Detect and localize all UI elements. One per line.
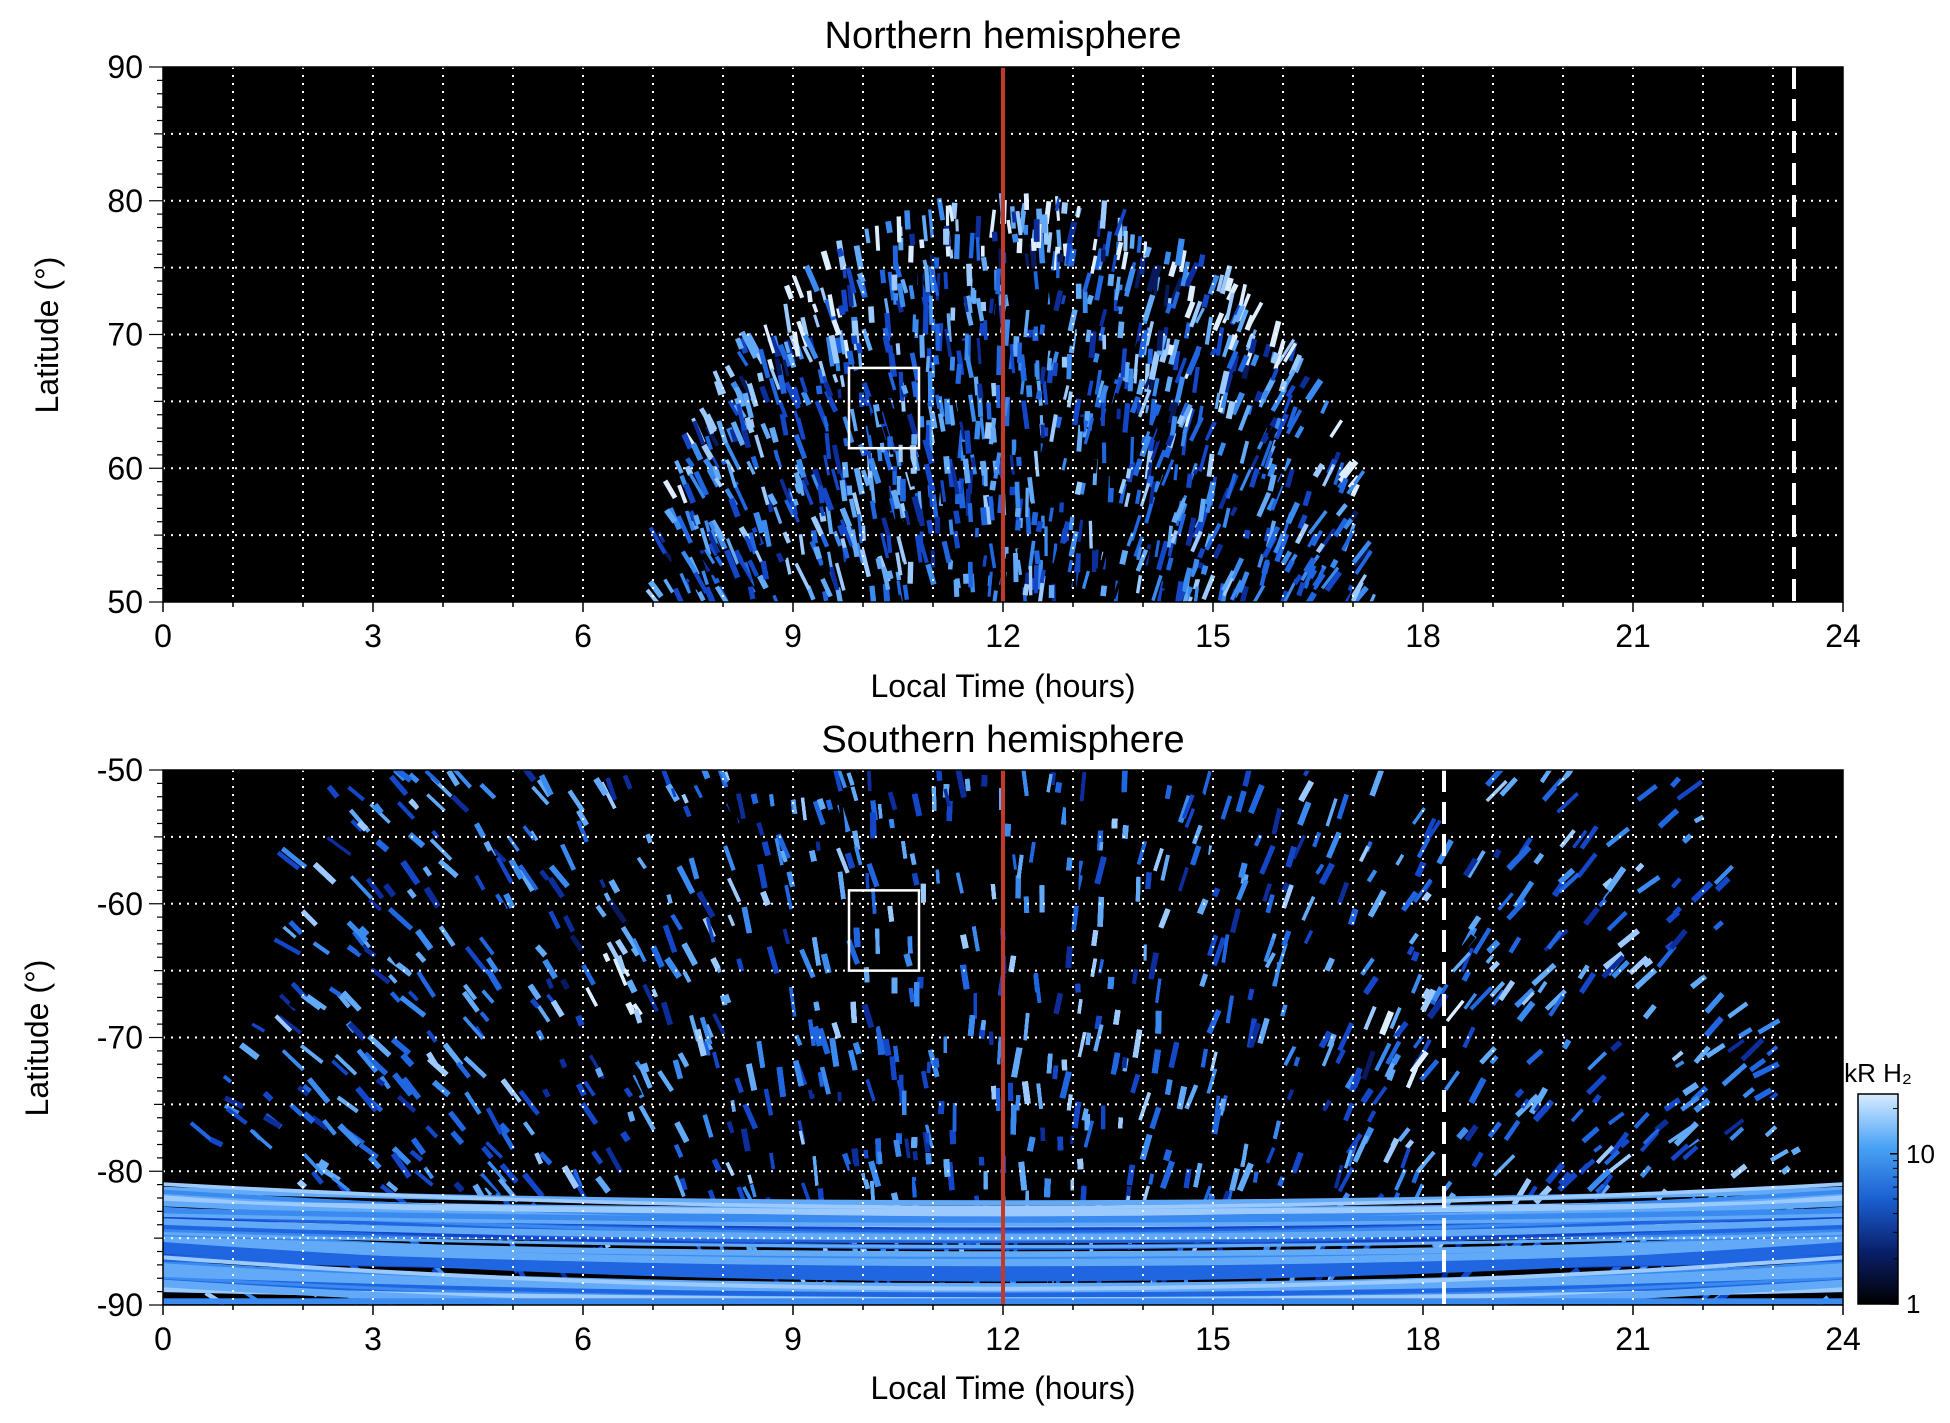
northern-x-tick-label: 9 xyxy=(784,618,802,654)
northern-y-tick-label: 50 xyxy=(107,584,143,620)
northern-x-tick-label: 6 xyxy=(574,618,592,654)
southern-panel: 0 3 6 9 12 15 18 21 24 -90 -80 -70 -60 -50 Southern h… xyxy=(19,719,1861,1406)
northern-y-tick-label: 80 xyxy=(107,183,143,219)
southern-x-tick-label: 3 xyxy=(364,1321,382,1357)
southern-y-tick-label: -80 xyxy=(97,1153,143,1189)
southern-x-axis-label: Local Time (hours) xyxy=(871,1370,1136,1406)
northern-region-box xyxy=(847,366,921,450)
northern-x-axis-label: Local Time (hours) xyxy=(871,668,1136,704)
southern-x-tick-label: 18 xyxy=(1405,1321,1441,1357)
northern-title: Northern hemisphere xyxy=(825,15,1182,57)
southern-x-tick-label: 24 xyxy=(1825,1321,1861,1357)
colorbar-label: kR H₂ xyxy=(1844,1058,1912,1088)
northern-y-tick-label: 70 xyxy=(107,317,143,353)
colorbar-ticks: 1 10 xyxy=(1890,1108,1935,1319)
southern-x-tick-label: 12 xyxy=(985,1321,1021,1357)
northern-x-tick-label: 0 xyxy=(154,618,172,654)
southern-x-tick-label: 21 xyxy=(1615,1321,1651,1357)
southern-y-tick-label: -90 xyxy=(97,1287,143,1323)
northern-x-tick-label: 15 xyxy=(1195,618,1231,654)
northern-y-tick-label: 90 xyxy=(107,49,143,85)
northern-y-tick-label: 60 xyxy=(107,450,143,486)
southern-axes: 0 3 6 9 12 15 18 21 24 -90 -80 -70 -60 -50 xyxy=(97,752,1861,1357)
southern-y-axis-label: Latitude (°) xyxy=(19,960,55,1117)
southern-x-tick-label: 6 xyxy=(574,1321,592,1357)
northern-x-tick-label: 24 xyxy=(1825,618,1861,654)
southern-markers xyxy=(847,770,1446,1305)
northern-heatmap xyxy=(645,193,1376,602)
northern-axes: 0 3 6 9 12 15 18 21 24 50 60 70 80 90 xyxy=(107,49,1860,654)
northern-markers xyxy=(847,67,1796,602)
northern-y-axis-label: Latitude (°) xyxy=(29,257,65,414)
southern-y-tick-label: -50 xyxy=(97,752,143,788)
colorbar-tick-label: 10 xyxy=(1906,1139,1935,1169)
southern-y-tick-label: -70 xyxy=(97,1020,143,1056)
southern-grid xyxy=(163,770,1843,1305)
southern-y-tick-label: -60 xyxy=(97,886,143,922)
northern-x-tick-label: 12 xyxy=(985,618,1021,654)
northern-x-tick-label: 3 xyxy=(364,618,382,654)
colorbar-tick-label: 1 xyxy=(1906,1289,1920,1319)
northern-x-tick-label: 21 xyxy=(1615,618,1651,654)
southern-title: Southern hemisphere xyxy=(821,719,1184,761)
southern-region-box xyxy=(847,889,921,972)
southern-x-tick-label: 15 xyxy=(1195,1321,1231,1357)
northern-x-tick-label: 18 xyxy=(1405,618,1441,654)
colorbar: kR H₂ 1 10 xyxy=(1844,1058,1935,1319)
northern-panel: 0 3 6 9 12 15 18 21 24 50 60 70 80 90 Northern hemisp… xyxy=(29,15,1861,704)
southern-x-tick-label: 0 xyxy=(154,1321,172,1357)
southern-x-tick-label: 9 xyxy=(784,1321,802,1357)
colorbar-gradient xyxy=(1857,1093,1899,1305)
